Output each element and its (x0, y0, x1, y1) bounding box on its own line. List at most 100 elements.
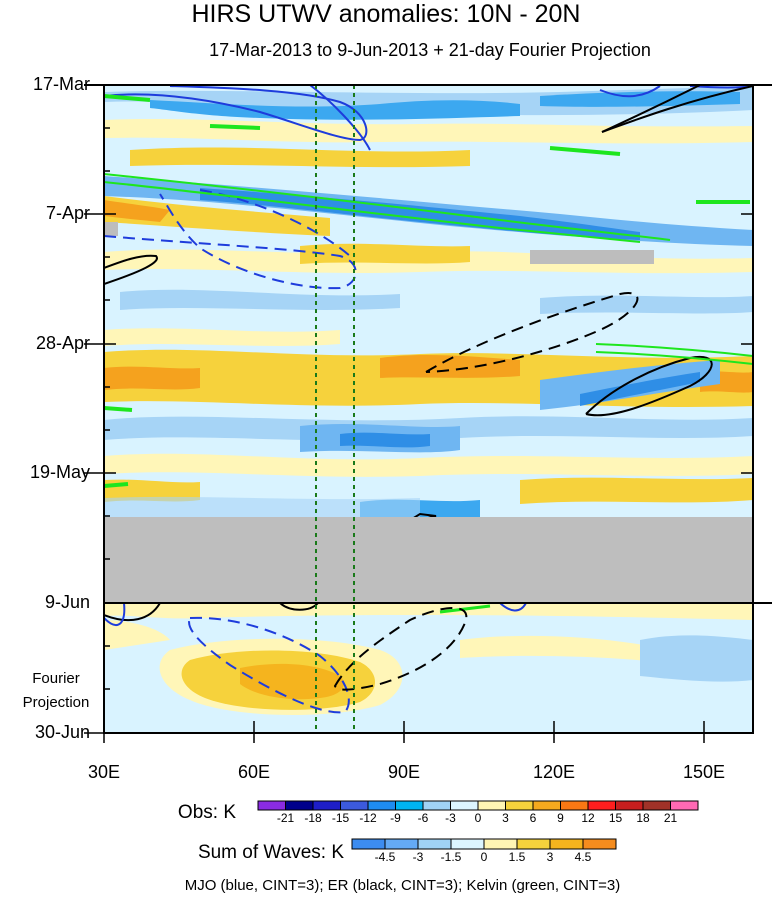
colorbar-box (384, 838, 419, 850)
x-tick-label: 150E (682, 762, 726, 782)
colorbar-tick-label: 1.5 (508, 850, 526, 864)
colorbar-box (483, 838, 518, 850)
kelvin-contour (209, 124, 261, 130)
colorbar-box (422, 800, 451, 811)
colorbar-box (417, 838, 452, 850)
colorbar-box (516, 838, 551, 850)
colorbar-box (257, 800, 286, 811)
y-tick-label: 17-Mar (32, 74, 90, 94)
colorbar-tick-label: 4.5 (574, 850, 592, 864)
x-tick-label: 90E (387, 762, 421, 782)
colorbar-box (340, 800, 369, 811)
kelvin-contour (439, 604, 491, 614)
mjo-contour (104, 193, 357, 290)
colorbar-box (560, 800, 589, 811)
missing-data-band (104, 517, 753, 603)
projection-label-line2: Projection (22, 694, 90, 711)
y-tick-label: 7-Apr (45, 203, 90, 223)
mjo-contour (599, 85, 661, 98)
kelvin-contour (595, 343, 753, 357)
colorbar-box (477, 800, 506, 811)
colorbar-tick-label: -21 (276, 811, 295, 825)
kelvin-contour (104, 94, 151, 102)
er-contour (425, 292, 639, 373)
mjo-contour (104, 85, 368, 142)
mjo-contour (499, 603, 527, 612)
colorbar-box (615, 800, 644, 811)
colorbar-tick-label: -12 (359, 811, 377, 825)
colorbar-tick-label: 3 (546, 850, 554, 864)
colorbar-box (450, 800, 479, 811)
obs-colorbar (257, 800, 699, 811)
obs-colorbar-label: Obs: K (177, 802, 236, 823)
colorbar-tick-label: 0 (480, 850, 488, 864)
colorbar-box (505, 800, 534, 811)
er-contour (104, 603, 161, 622)
colorbar-box (549, 838, 584, 850)
obs-anomaly-field (104, 85, 753, 517)
colorbar-tick-label: 21 (663, 811, 678, 825)
y-tick-label: 30-Jun (34, 722, 90, 742)
colorbar-tick-label: 0 (474, 811, 482, 825)
colorbar-box (670, 800, 699, 811)
colorbar-tick-label: -9 (390, 811, 401, 825)
mjo-contour (104, 603, 126, 626)
colorbar-box (367, 800, 396, 811)
mjo-contour (309, 85, 371, 151)
colorbar-tick-label: 9 (557, 811, 564, 825)
colorbar-tick-label: -3 (445, 811, 456, 825)
reference-lines (315, 85, 355, 733)
colorbar-box (587, 800, 616, 811)
colorbar-tick-label: -3 (412, 850, 424, 864)
kelvin-contour (104, 406, 133, 412)
kelvin-contour (595, 351, 753, 365)
colorbar-tick-label: 6 (529, 811, 537, 825)
y-tick-label: 19-May (29, 462, 90, 482)
er-contour (333, 607, 468, 691)
wave-contours (104, 85, 753, 517)
colorbar-tick-label: -15 (331, 811, 350, 825)
colorbar-tick-label: 15 (608, 811, 623, 825)
colorbar-tick-label: -6 (417, 811, 429, 825)
colorbar-box (582, 838, 617, 850)
x-tick-label: 120E (532, 762, 576, 782)
x-ticks (103, 721, 705, 743)
er-contour (104, 254, 158, 285)
colorbar-tick-label: 3 (502, 811, 509, 825)
projection-label-line1: Fourier (32, 670, 80, 687)
er-contour (601, 85, 701, 133)
kelvin-contour (104, 173, 671, 241)
waves-colorbar-label: Sum of Waves: K (197, 842, 344, 863)
kelvin-contour (104, 482, 129, 488)
x-tick-label: 60E (237, 762, 271, 782)
y-tick-label: 28-Apr (35, 333, 90, 353)
colorbar-tick-label: -4.5 (374, 850, 396, 864)
kelvin-contour (104, 181, 641, 243)
colorbar-tick-label: -1.5 (440, 850, 462, 864)
y-ticks (84, 127, 753, 734)
colorbar-box (395, 800, 424, 811)
er-contour (601, 85, 753, 133)
colorbar-box (351, 838, 386, 850)
colorbar-tick-label: 18 (636, 811, 650, 825)
chart-subtitle: 17-Mar-2013 to 9-Jun-2013 + 21-day Fouri… (209, 40, 651, 60)
colorbar-tick-label: -18 (304, 811, 322, 825)
er-contour (279, 603, 319, 611)
y-tick-label: 9-Jun (44, 592, 90, 612)
colorbar-tick-label: 12 (581, 811, 595, 825)
colorbar-box (312, 800, 341, 811)
legend-note: MJO (blue, CINT=3); ER (black, CINT=3); … (184, 877, 621, 894)
er-contour (585, 355, 713, 417)
waves-colorbar (351, 838, 617, 850)
er-contour (413, 512, 437, 517)
projection-field (104, 603, 753, 733)
colorbar-box (285, 800, 314, 811)
projection-contours (104, 603, 527, 714)
colorbar-box (642, 800, 671, 811)
colorbar-box (532, 800, 561, 811)
x-tick-label: 30E (87, 762, 121, 782)
chart-title: HIRS UTWV anomalies: 10N - 20N (191, 0, 581, 28)
colorbar-box (450, 838, 485, 850)
kelvin-contour (549, 146, 621, 156)
